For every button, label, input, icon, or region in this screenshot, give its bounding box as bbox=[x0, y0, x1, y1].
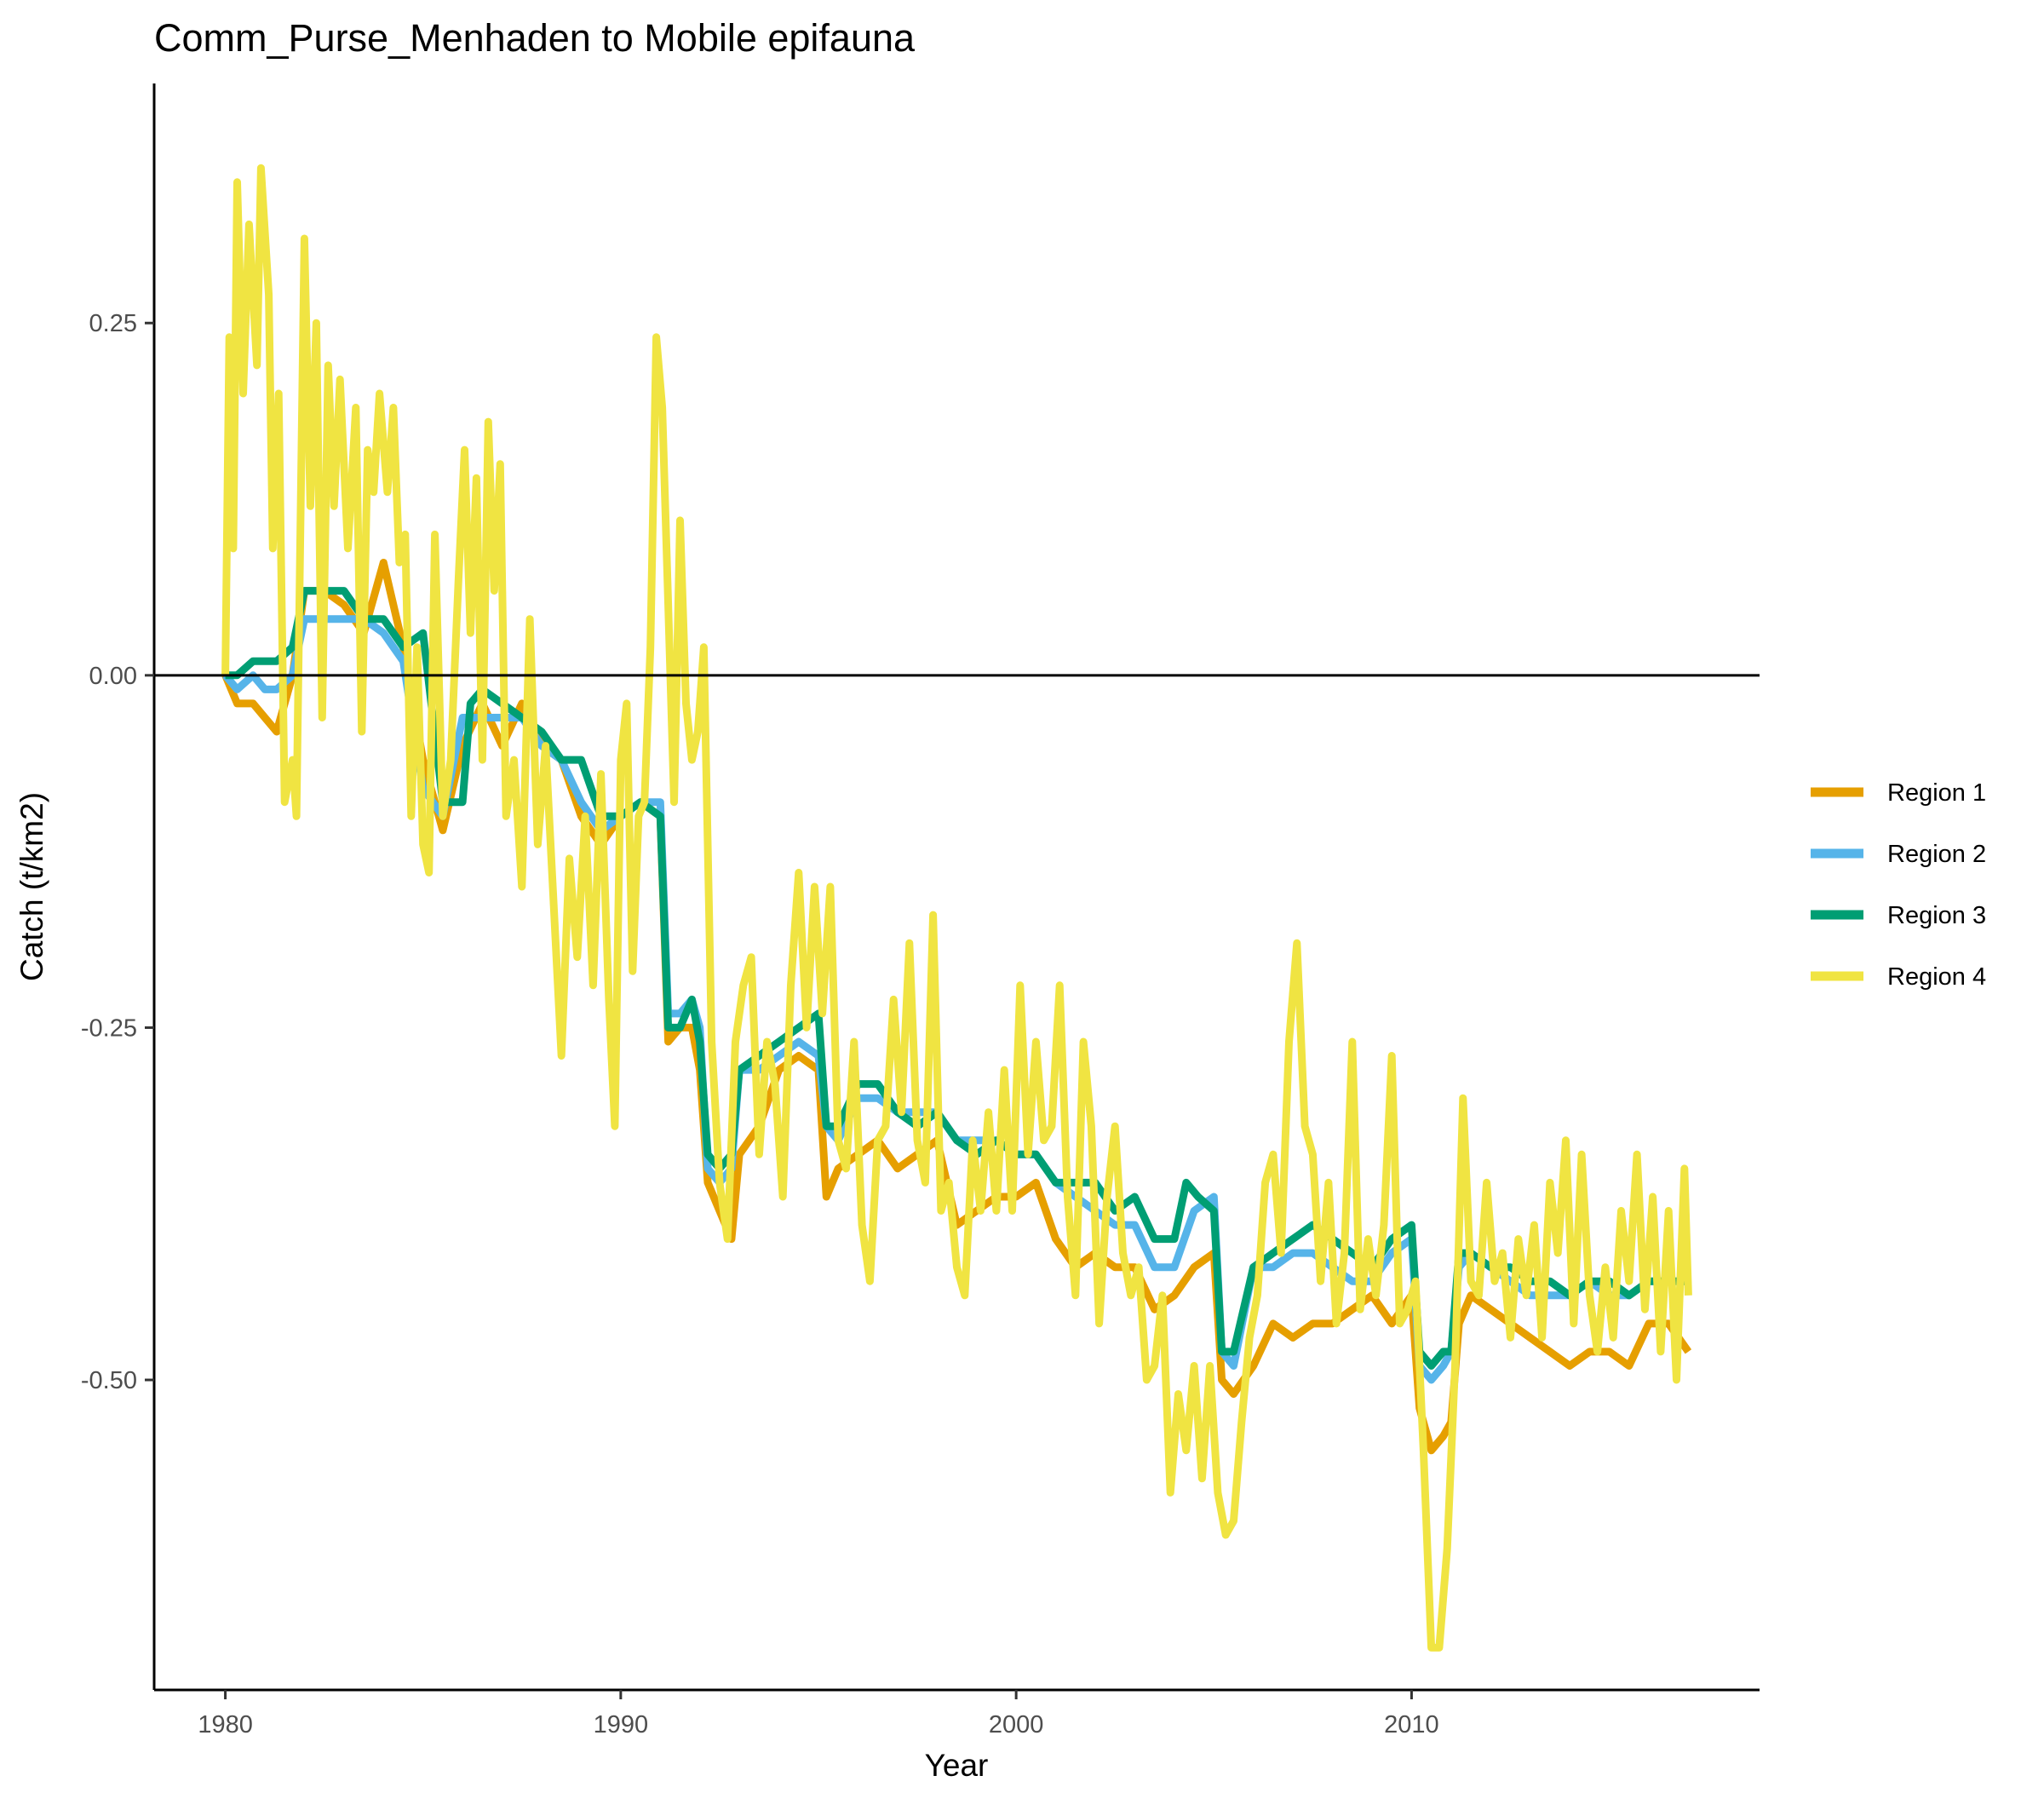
series-layer bbox=[221, 164, 1692, 1652]
y-tick-label: 0.25 bbox=[89, 310, 137, 337]
axes bbox=[152, 83, 1760, 1692]
y-tick-label: -0.50 bbox=[81, 1367, 137, 1394]
x-tick-label: 2010 bbox=[1384, 1711, 1439, 1738]
legend: Region 1 Region 2 Region 3 Region 4 bbox=[1811, 779, 1986, 991]
x-tick-label: 1980 bbox=[198, 1711, 253, 1738]
series-line-region-1 bbox=[221, 559, 1692, 1455]
y-tick-label: 0.00 bbox=[89, 663, 137, 690]
x-tick-label: 1990 bbox=[594, 1711, 649, 1738]
legend-label-region-4: Region 4 bbox=[1887, 963, 1986, 991]
ticks: 1980 1990 2000 2010 0.25 0.00 -0.25 -0.50 bbox=[81, 310, 1439, 1738]
y-axis-title: Catch (t/km2) bbox=[14, 792, 49, 981]
series-line-region-4 bbox=[221, 164, 1692, 1652]
y-tick-label: -0.25 bbox=[81, 1014, 137, 1042]
x-axis-title: Year bbox=[925, 1748, 989, 1783]
legend-label-region-1: Region 1 bbox=[1887, 779, 1986, 807]
legend-label-region-2: Region 2 bbox=[1887, 841, 1986, 868]
x-tick-label: 2000 bbox=[989, 1711, 1044, 1738]
chart-title: Comm_Purse_Menhaden to Mobile epifauna bbox=[154, 16, 916, 60]
legend-label-region-3: Region 3 bbox=[1887, 902, 1986, 929]
